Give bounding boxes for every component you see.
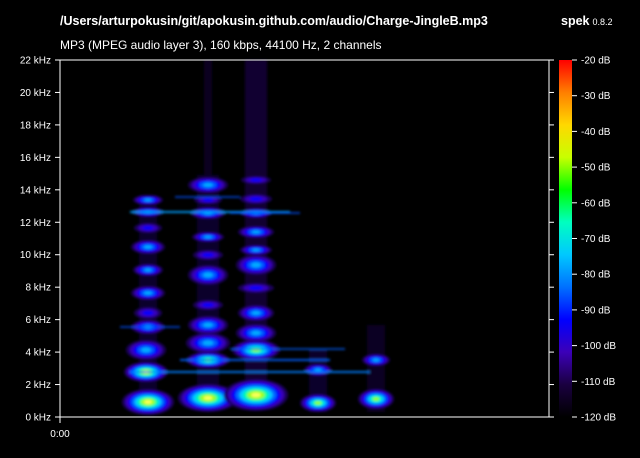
spectral-energy-blob <box>178 384 238 412</box>
app-name: spek <box>561 14 590 28</box>
spectral-energy-blob <box>193 300 223 310</box>
spectral-streak <box>130 371 370 373</box>
freq-tick-label: 8 kHz <box>25 283 51 294</box>
db-tick-label: -110 dB <box>581 377 616 388</box>
freq-tick-label: 6 kHz <box>25 315 51 326</box>
spectral-energy-blob <box>238 226 274 238</box>
spectral-energy-blob <box>304 364 332 376</box>
time-tick-label: 0:00 <box>50 429 70 440</box>
spectral-energy-blob <box>133 264 163 276</box>
freq-tick-label: 18 kHz <box>20 120 51 131</box>
db-tick-label: -20 dB <box>581 56 611 67</box>
spectral-energy-blob <box>133 195 163 205</box>
spectral-energy-blob <box>188 265 228 285</box>
freq-tick-label: 2 kHz <box>25 380 51 391</box>
spectral-energy-blob <box>236 255 276 275</box>
spectral-energy-column <box>204 60 212 175</box>
color-scale-axis: -20 dB -30 dB -40 dB -50 dB -60 dB -70 dB -80 … <box>572 56 616 424</box>
spectral-energy-blob <box>241 176 271 184</box>
freq-tick-label: 22 kHz <box>20 56 51 67</box>
spectral-energy-blob <box>131 286 165 300</box>
freq-tick-label: 16 kHz <box>20 153 51 164</box>
db-tick-label: -80 dB <box>581 270 611 281</box>
spectral-energy-blob <box>131 240 165 254</box>
spectral-energy-blob <box>236 324 276 342</box>
spectrogram-frame <box>59 59 550 418</box>
db-tick-label: -40 dB <box>581 127 611 138</box>
file-path-title: /Users/arturpokusin/git/apokusin.github.… <box>60 14 488 28</box>
spectral-energy-blob <box>224 379 288 411</box>
spectral-energy-blob <box>134 307 162 319</box>
spectral-energy-blob <box>238 305 274 321</box>
spectral-streak <box>175 196 240 198</box>
db-tick-label: -70 dB <box>581 234 611 245</box>
db-tick-label: -90 dB <box>581 305 611 316</box>
freq-tick-label: 0 kHz <box>25 413 51 424</box>
db-tick-label: -100 dB <box>581 341 616 352</box>
color-scale-bar <box>559 60 572 417</box>
spectral-energy-blob <box>194 196 222 204</box>
db-tick-label: -30 dB <box>581 91 611 102</box>
spectral-energy-blob <box>192 232 224 242</box>
spectral-energy-blob <box>126 340 166 360</box>
db-tick-label: -60 dB <box>581 198 611 209</box>
spectral-energy-blob <box>238 283 274 293</box>
spectral-streak <box>230 212 300 214</box>
spectral-energy-blob <box>300 394 336 412</box>
app-version: 0.8.2 <box>592 17 613 27</box>
spectral-energy-blob <box>134 223 162 233</box>
spectral-energy-blob <box>132 207 164 217</box>
db-tick-label: -120 dB <box>581 413 616 424</box>
spectral-energy-blob <box>186 333 230 353</box>
spectral-energy-blob <box>188 316 228 334</box>
freq-tick-label: 14 kHz <box>20 185 51 196</box>
spectrogram-background <box>60 60 549 417</box>
app-branding: spek 0.8.2 <box>561 14 613 28</box>
spectral-energy-blob <box>188 177 228 193</box>
spectral-energy-blob <box>232 340 280 360</box>
spectral-energy-blob <box>240 194 272 204</box>
freq-tick-label: 4 kHz <box>25 348 51 359</box>
spectral-streak <box>130 211 290 213</box>
freq-tick-label: 20 kHz <box>20 88 51 99</box>
spectral-energy-blob <box>358 389 394 409</box>
spectral-energy-blob <box>122 389 174 415</box>
freq-tick-label: 10 kHz <box>20 250 51 261</box>
spectral-streak <box>120 326 180 328</box>
time-axis: 0:00 <box>50 417 70 440</box>
spectral-streak <box>230 348 345 350</box>
db-tick-label: -50 dB <box>581 163 611 174</box>
spectrogram-energy-layer <box>120 60 394 415</box>
frequency-axis: 0 kHz 2 kHz 4 kHz 6 kHz 8 kHz 10 kHz 12 kHz 14 … <box>20 56 554 424</box>
audio-info: MP3 (MPEG audio layer 3), 160 kbps, 4410… <box>60 38 382 52</box>
spectral-streak <box>180 359 330 361</box>
spectral-energy-blob <box>193 250 223 260</box>
spectral-energy-blob <box>240 245 272 255</box>
spectral-energy-blob <box>362 354 390 366</box>
freq-tick-label: 12 kHz <box>20 218 51 229</box>
